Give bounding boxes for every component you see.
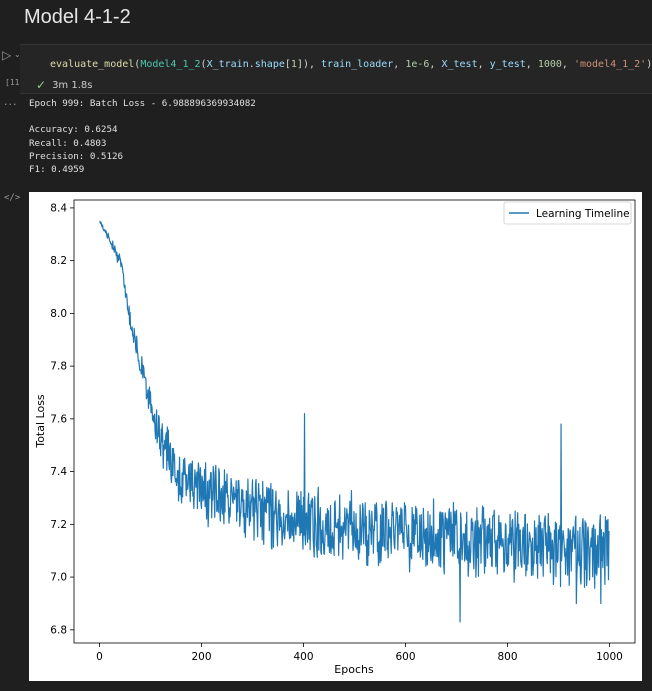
y-tick-label: 6.8 [50, 624, 67, 636]
output-more-icon[interactable]: ... [4, 95, 18, 108]
y-tick-label: 7.4 [50, 466, 67, 478]
cell-status: ✓ 3m 1.8s [36, 78, 92, 92]
chart-svg: 0 200 400 600 800 1000 6.8 7.0 7.2 7.4 7.6 7.8 8.0 8… [34, 199, 636, 676]
play-icon[interactable]: ▷ [2, 48, 12, 62]
series-line-learning-timeline [99, 220, 610, 623]
x-tick-label: 800 [497, 651, 517, 663]
cell-output-text: Epoch 999: Batch Loss - 6.98889636993408… [29, 98, 256, 176]
x-tick-label: 600 [395, 651, 415, 663]
cell-duration: 3m 1.8s [52, 79, 93, 91]
y-tick-label: 8.2 [50, 255, 67, 267]
execution-count: [11] [5, 78, 25, 87]
y-tick-label: 7.6 [50, 413, 67, 425]
y-tick-label: 7.0 [50, 572, 67, 584]
x-tick-label: 1000 [596, 651, 623, 663]
plot-area [73, 199, 636, 644]
legend-box [503, 201, 632, 225]
x-axis-label: Epochs [334, 663, 374, 676]
check-icon: ✓ [36, 78, 47, 92]
y-tick-label: 7.2 [50, 519, 67, 531]
y-axis: 6.8 7.0 7.2 7.4 7.6 7.8 8.0 8.2 8.4 [50, 202, 74, 636]
x-tick-label: 400 [293, 651, 313, 663]
loss-chart: 0 200 400 600 800 1000 6.8 7.0 7.2 7.4 7.6 7.8 8.0 8… [29, 192, 642, 681]
y-tick-label: 8.4 [50, 202, 67, 214]
legend: Learning Timeline [503, 201, 632, 225]
page-title: Model 4-1-2 [24, 6, 131, 28]
y-axis-label: Total Loss [34, 394, 47, 449]
legend-label: Learning Timeline [536, 208, 630, 220]
x-tick-label: 200 [191, 651, 211, 663]
y-tick-label: 7.8 [50, 361, 67, 373]
code-line[interactable]: evaluate_model(Model4_1_2(X_train.shape[… [50, 59, 652, 70]
x-axis: 0 200 400 600 800 1000 [96, 643, 623, 663]
code-cell[interactable]: evaluate_model(Model4_1_2(X_train.shape[… [20, 44, 652, 94]
x-tick-label: 0 [96, 651, 103, 663]
code-toggle-icon[interactable]: </> [4, 193, 21, 203]
chevron-down-icon[interactable]: ⌄ [14, 50, 21, 59]
y-tick-label: 8.0 [50, 308, 67, 320]
